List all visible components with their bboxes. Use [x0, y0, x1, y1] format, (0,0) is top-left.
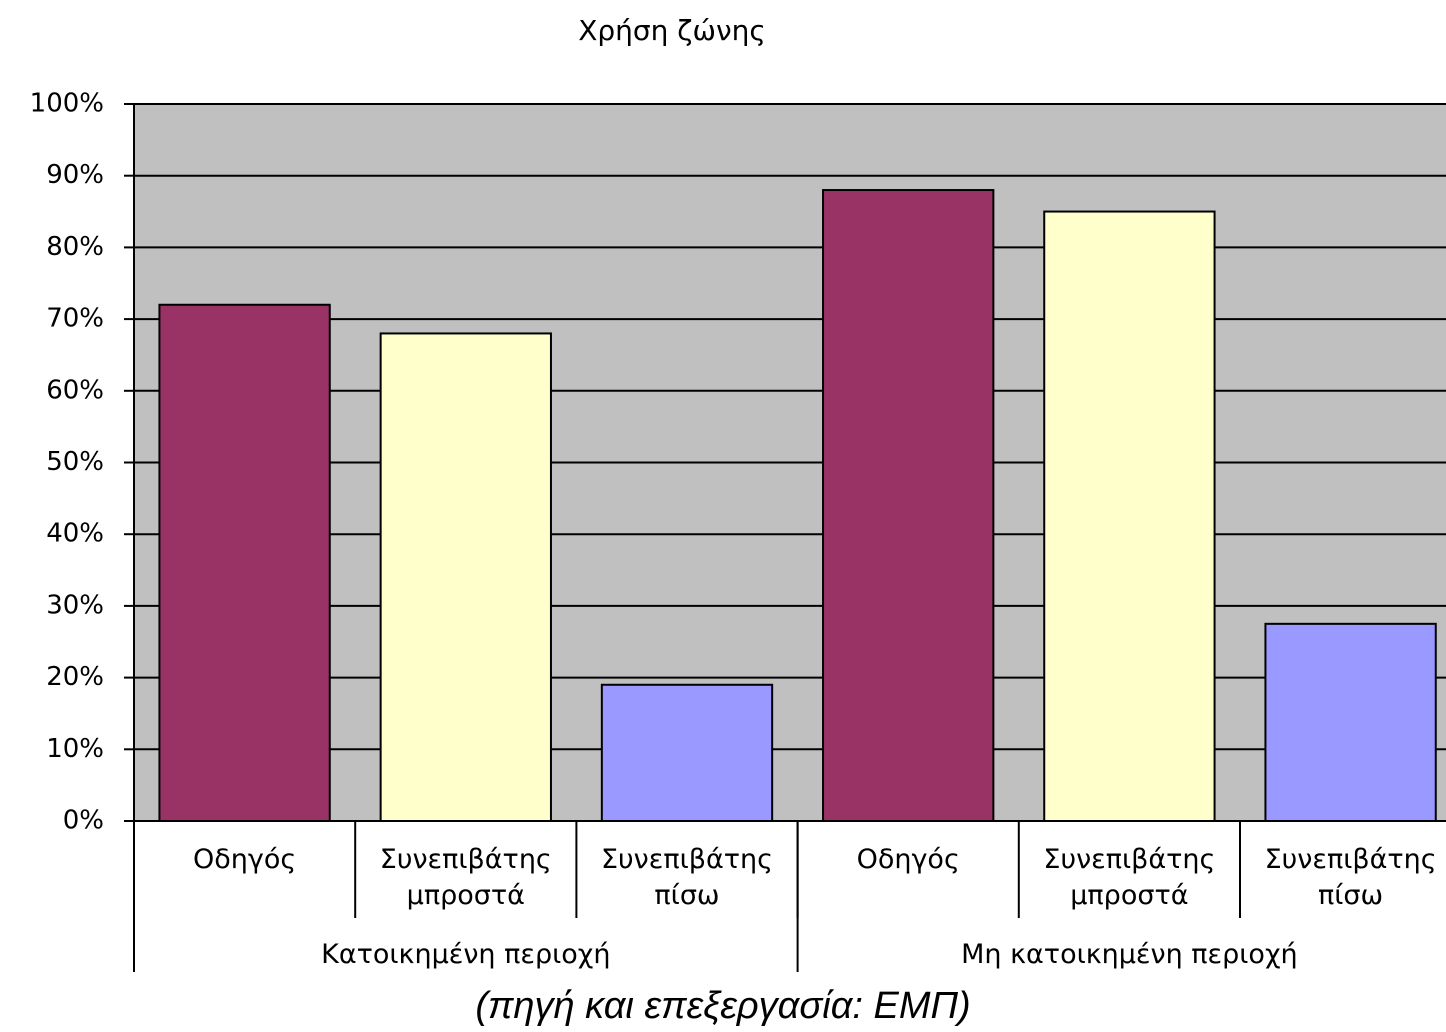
x-tick-label: Οδηγός: [856, 844, 960, 875]
y-tick-label: 80%: [46, 232, 104, 262]
y-tick-label: 70%: [46, 304, 104, 334]
y-tick-label: 40%: [46, 519, 104, 549]
y-tick-label: 20%: [46, 662, 104, 692]
bar: [158, 303, 331, 822]
x-tick-label: Συνεπιβάτης πίσω: [600, 844, 773, 911]
group-label: Μη κατοικημένη περιοχή: [961, 939, 1298, 970]
chart-title: Χρήση ζώνης: [578, 14, 766, 47]
y-tick-label: 50%: [46, 447, 104, 477]
x-tick-label: Συνεπιβάτης πίσω: [1264, 844, 1437, 911]
caption: (πηγή και επεξεργασία: ΕΜΠ): [475, 985, 971, 1027]
x-tick-label: Συνεπιβάτης μπροστά: [1043, 844, 1216, 911]
y-tick-label: 90%: [46, 160, 104, 190]
bar: [1043, 210, 1216, 823]
bar: [600, 683, 774, 823]
x-tick-label: Συνεπιβάτης μπροστά: [379, 844, 552, 911]
y-tick-label: 0%: [63, 806, 104, 836]
x-tick-label: Οδηγός: [192, 844, 297, 875]
bar: [822, 189, 995, 823]
y-tick-label: 30%: [46, 590, 104, 620]
group-label: Κατοικημένη περιοχή: [321, 939, 611, 970]
y-tick-label: 60%: [46, 375, 104, 405]
bar: [379, 332, 552, 822]
y-tick-label: 10%: [46, 734, 104, 764]
y-tick-label: 100%: [30, 89, 104, 119]
bar: [1264, 622, 1437, 823]
